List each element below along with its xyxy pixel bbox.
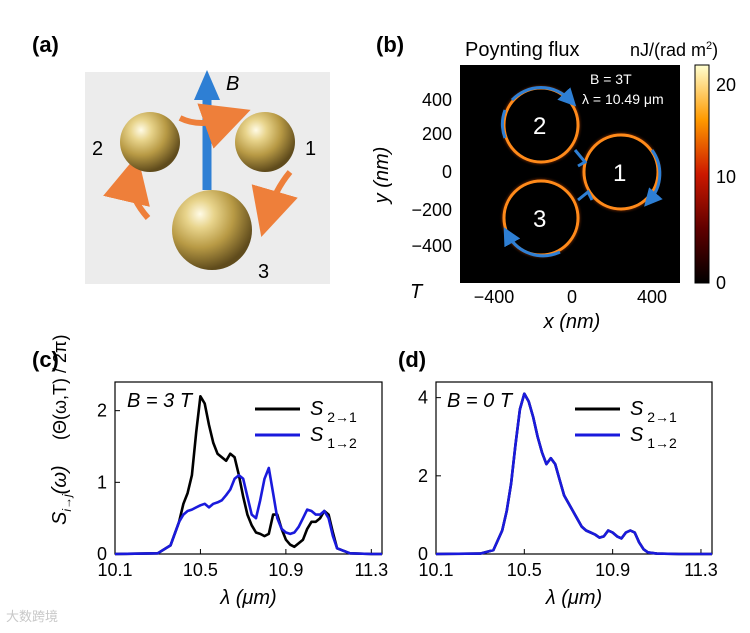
y-tick-label: 0 xyxy=(97,544,107,564)
b-ytick-0: 0 xyxy=(442,162,452,182)
legend-label: S 1→2 xyxy=(310,424,357,451)
plot-frame-c xyxy=(114,381,383,555)
panel-b-x-ticks: −400 0 400 xyxy=(474,287,667,307)
x-tick-label: 10.5 xyxy=(183,560,218,580)
rotation-arrow-icon-top xyxy=(178,103,251,149)
b-x-label: x (nm) xyxy=(543,311,601,333)
svg-text:Si→j(ω): Si→j(ω) xyxy=(49,465,74,525)
x-tick-label: 10.5 xyxy=(507,560,542,580)
x-tick-label: 10.1 xyxy=(97,560,132,580)
watermark: 大数跨境 xyxy=(6,610,59,625)
y-tick-label: 4 xyxy=(418,388,428,408)
particle-label-2: 2 xyxy=(533,113,546,140)
sphere-label-2: 2 xyxy=(92,138,103,160)
x-axis-label: λ (μm) xyxy=(219,587,276,609)
d-annotation: B = 0 T xyxy=(447,390,514,412)
rotation-arrow-icon-left xyxy=(103,154,151,220)
x-tick-label: 11.3 xyxy=(354,560,388,580)
x-tick-label: 10.1 xyxy=(418,560,453,580)
x-tick-label: 10.9 xyxy=(268,560,303,580)
c-annotation: B = 3 T xyxy=(127,390,194,412)
b-corner-label: T xyxy=(410,281,424,303)
panel-b-label: (b) xyxy=(376,32,404,57)
chart-c: 10.1 10.5 10.9 11.3 0 1 2 λ (μm) S 2→1S 1→2 xyxy=(97,381,388,609)
c-y-label: Si→j(ω) (Θ(ω,T) / 2π) xyxy=(49,335,74,525)
flux-arrow-icon-left xyxy=(500,109,507,139)
plot-frame-d xyxy=(435,381,713,555)
b-xtick-400: 400 xyxy=(637,287,667,307)
colorbar-tick-10: 10 xyxy=(716,167,736,187)
poynting-title: Poynting flux xyxy=(465,39,580,61)
legend-label: S 1→2 xyxy=(630,424,677,451)
legend-label: S 2→1 xyxy=(310,398,357,425)
annot-wavelength: λ = 10.49 μm xyxy=(582,91,664,107)
particle-label-1: 1 xyxy=(613,160,626,187)
poynting-unit: nJ/(rad m2) xyxy=(630,40,718,60)
field-label: B xyxy=(226,73,239,95)
b-ytick-m400: −400 xyxy=(411,236,452,256)
series-line-1 xyxy=(114,466,382,556)
y-tick-label: 2 xyxy=(418,466,428,486)
panel-c-label: (c) xyxy=(32,347,59,372)
gold-sphere-2 xyxy=(120,112,180,172)
panel-a-label: (a) xyxy=(32,32,59,57)
y-tick-label: 2 xyxy=(97,401,107,421)
particle-1 xyxy=(582,133,660,211)
annot-field: B = 3T xyxy=(590,71,632,87)
colorbar xyxy=(694,64,710,284)
panel-a: (a) B 2 1 3 xyxy=(32,32,330,284)
chart-d: 10.1 10.5 10.9 11.3 0 2 4 λ (μm) S 2→1S 1→2 xyxy=(418,381,718,609)
flux-arrow-icon-center-2 xyxy=(577,189,594,202)
b-ytick-400: 400 xyxy=(422,90,452,110)
flux-arrow-icon-right xyxy=(644,149,663,207)
x-axis-label: λ (μm) xyxy=(545,587,602,609)
panel-b-y-ticks: 400 200 0 −200 −400 xyxy=(411,90,452,256)
flux-arrow-icon-bottom xyxy=(503,227,561,258)
sphere-label-1: 1 xyxy=(305,138,316,160)
x-tick-label: 11.3 xyxy=(684,560,718,580)
gold-sphere-1 xyxy=(235,112,295,172)
flux-arrow-icon-center xyxy=(573,149,588,168)
series-line-0 xyxy=(114,394,382,556)
colorbar-tick-20: 20 xyxy=(716,75,736,95)
b-ytick-m200: −200 xyxy=(411,200,452,220)
y-tick-label: 0 xyxy=(418,544,428,564)
panel-b: (b) Poynting flux nJ/(rad m2) 2 1 3 B = … xyxy=(371,32,736,333)
legend-label: S 2→1 xyxy=(630,398,677,425)
flux-arrow-icon-top xyxy=(510,86,577,107)
y-tick-label: 1 xyxy=(97,472,107,492)
sphere-label-3: 3 xyxy=(258,261,269,283)
gold-sphere-3 xyxy=(172,190,252,270)
b-ytick-200: 200 xyxy=(422,124,452,144)
panel-d-label: (d) xyxy=(398,347,426,372)
x-tick-label: 10.9 xyxy=(595,560,630,580)
series-line-1 xyxy=(435,392,712,556)
particle-label-3: 3 xyxy=(533,206,546,233)
c-y-label-frac: (Θ(ω,T) / 2π) xyxy=(50,335,70,440)
b-y-label: y (nm) xyxy=(371,147,393,206)
b-xtick-m400: −400 xyxy=(474,287,515,307)
colorbar-tick-0: 0 xyxy=(716,273,726,293)
b-xtick-0: 0 xyxy=(567,287,577,307)
rotation-arrow-icon-right xyxy=(251,170,298,238)
